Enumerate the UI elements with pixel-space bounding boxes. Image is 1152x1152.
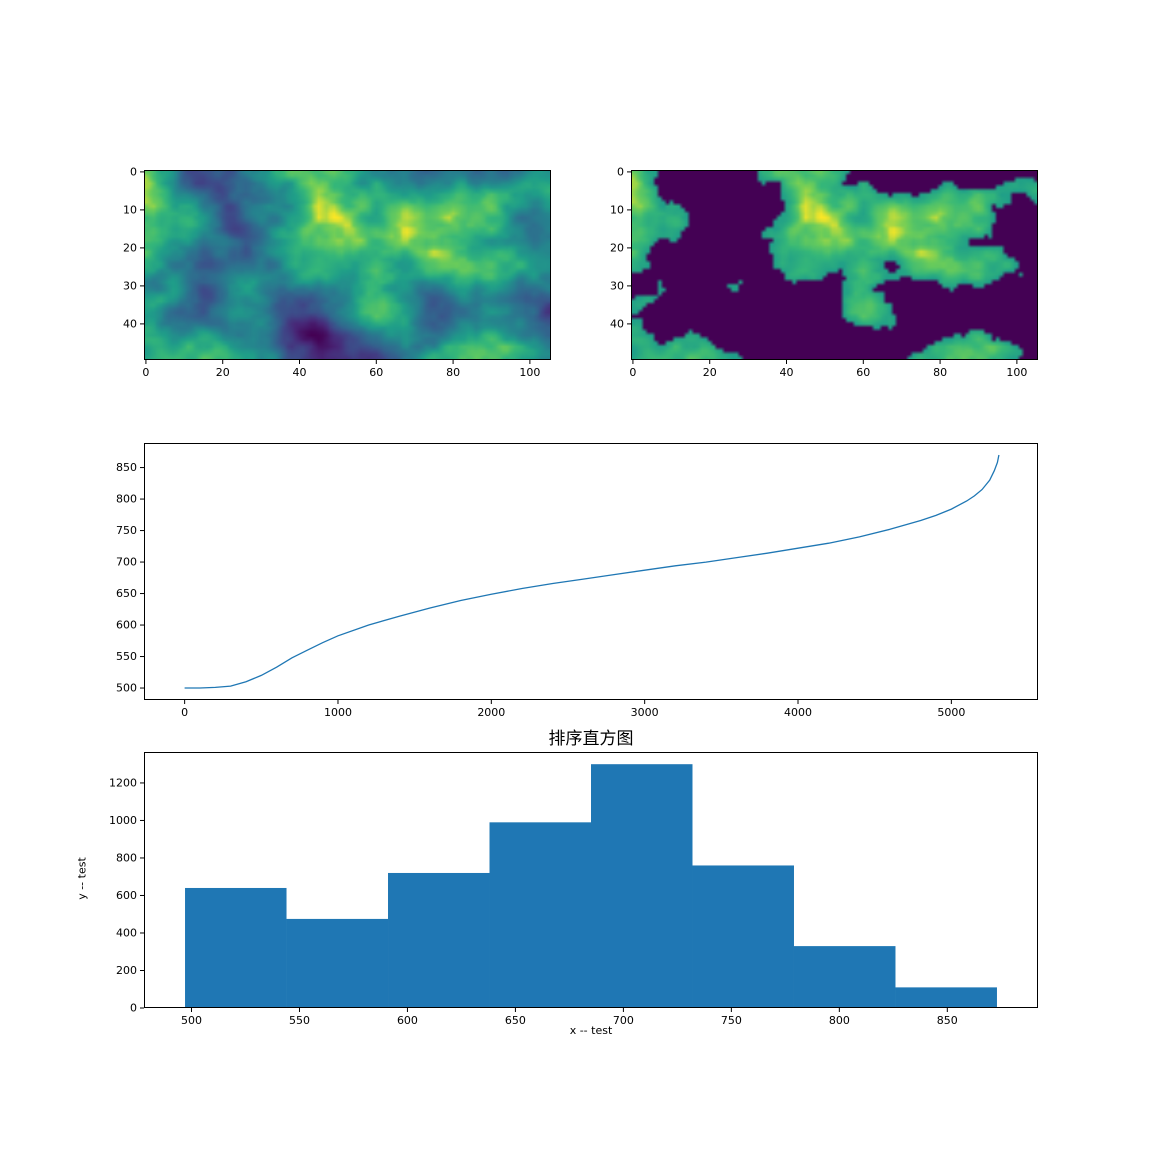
histogram-x-axis-label: x -- test <box>569 1024 613 1037</box>
plot-border <box>144 752 1038 1008</box>
histogram-bar <box>489 822 591 1008</box>
x-tick-label: 4000 <box>784 706 812 719</box>
subplot-sorted-line: 0 1000 2000 3000 4000 5000 500 550 600 650 700 750 8… <box>116 443 1038 719</box>
y-tick-label: 750 <box>116 524 137 537</box>
y-tick-label: 400 <box>116 926 137 939</box>
y-tick-label: 0 <box>130 1002 137 1015</box>
x-tick-label: 5000 <box>937 706 965 719</box>
plot-border <box>631 170 1038 360</box>
x-tick-label: 650 <box>505 1014 526 1027</box>
histogram-bar <box>185 887 287 1008</box>
x-tick-label: 20 <box>703 366 717 379</box>
x-tick-label: 0 <box>181 706 188 719</box>
x-tick-label: 800 <box>829 1014 850 1027</box>
x-tick-label: 550 <box>289 1014 310 1027</box>
x-tick-label: 600 <box>397 1014 418 1027</box>
x-tick-label: 100 <box>519 366 540 379</box>
y-tick-label: 800 <box>116 493 137 506</box>
y-tick-label: 1000 <box>109 814 137 827</box>
y-tick-label: 600 <box>116 889 137 902</box>
y-tick-label: 700 <box>116 556 137 569</box>
y-tick-label: 0 <box>617 165 624 178</box>
y-tick-label: 200 <box>116 964 137 977</box>
y-tick-label: 20 <box>123 241 137 254</box>
sorted-values-line <box>184 454 1000 689</box>
x-tick-label: 850 <box>937 1014 958 1027</box>
y-tick-label: 550 <box>116 650 137 663</box>
y-tick-label: 0 <box>130 165 137 178</box>
y-tick-label: 800 <box>116 851 137 864</box>
x-tick-label: 20 <box>216 366 230 379</box>
histogram-title: 排序直方图 <box>548 729 634 749</box>
x-tick-label: 3000 <box>631 706 659 719</box>
y-tick-label: 30 <box>123 279 137 292</box>
heatmap-right-image <box>631 170 1038 360</box>
y-tick-label: 10 <box>610 203 624 216</box>
x-tick-label: 0 <box>142 366 149 379</box>
y-tick-label: 10 <box>123 203 137 216</box>
y-tick-label: 30 <box>610 279 624 292</box>
y-tick-label: 1200 <box>109 776 137 789</box>
plot-border <box>144 170 551 360</box>
x-tick-label: 0 <box>629 366 636 379</box>
histogram-bar <box>692 865 794 1008</box>
y-tick-label: 650 <box>116 587 137 600</box>
x-tick-label: 700 <box>613 1014 634 1027</box>
x-tick-label: 750 <box>721 1014 742 1027</box>
plot-border <box>144 443 1038 700</box>
y-tick-label: 850 <box>116 461 137 474</box>
histogram-bar <box>286 918 389 1008</box>
y-tick-label: 20 <box>610 241 624 254</box>
subplot-heatmap-left: 0 20 40 60 80 100 0 10 20 30 40 <box>123 165 551 379</box>
x-tick-label: 60 <box>369 366 383 379</box>
subplot-heatmap-right: 0 20 40 60 80 100 0 10 20 30 40 <box>610 165 1038 379</box>
subplot-histogram: 500 550 600 650 700 750 800 850 0 200 400 600 800 100… <box>109 752 1038 1027</box>
y-tick-label: 500 <box>116 682 137 695</box>
x-tick-label: 40 <box>293 366 307 379</box>
histogram-bar <box>793 946 896 1008</box>
y-tick-label: 40 <box>123 317 137 330</box>
x-tick-label: 80 <box>446 366 460 379</box>
x-tick-label: 60 <box>856 366 870 379</box>
histogram-bar <box>895 987 997 1008</box>
y-tick-label: 600 <box>116 619 137 632</box>
histogram-bar <box>591 764 693 1008</box>
x-tick-label: 80 <box>933 366 947 379</box>
histogram-bar <box>388 872 490 1008</box>
x-tick-label: 1000 <box>324 706 352 719</box>
x-tick-label: 100 <box>1006 366 1027 379</box>
x-tick-label: 2000 <box>477 706 505 719</box>
heatmap-left-image <box>144 170 551 360</box>
x-tick-label: 40 <box>780 366 794 379</box>
x-tick-label: 500 <box>181 1014 202 1027</box>
histogram-y-axis-label: y -- test <box>75 857 89 900</box>
y-tick-label: 40 <box>610 317 624 330</box>
